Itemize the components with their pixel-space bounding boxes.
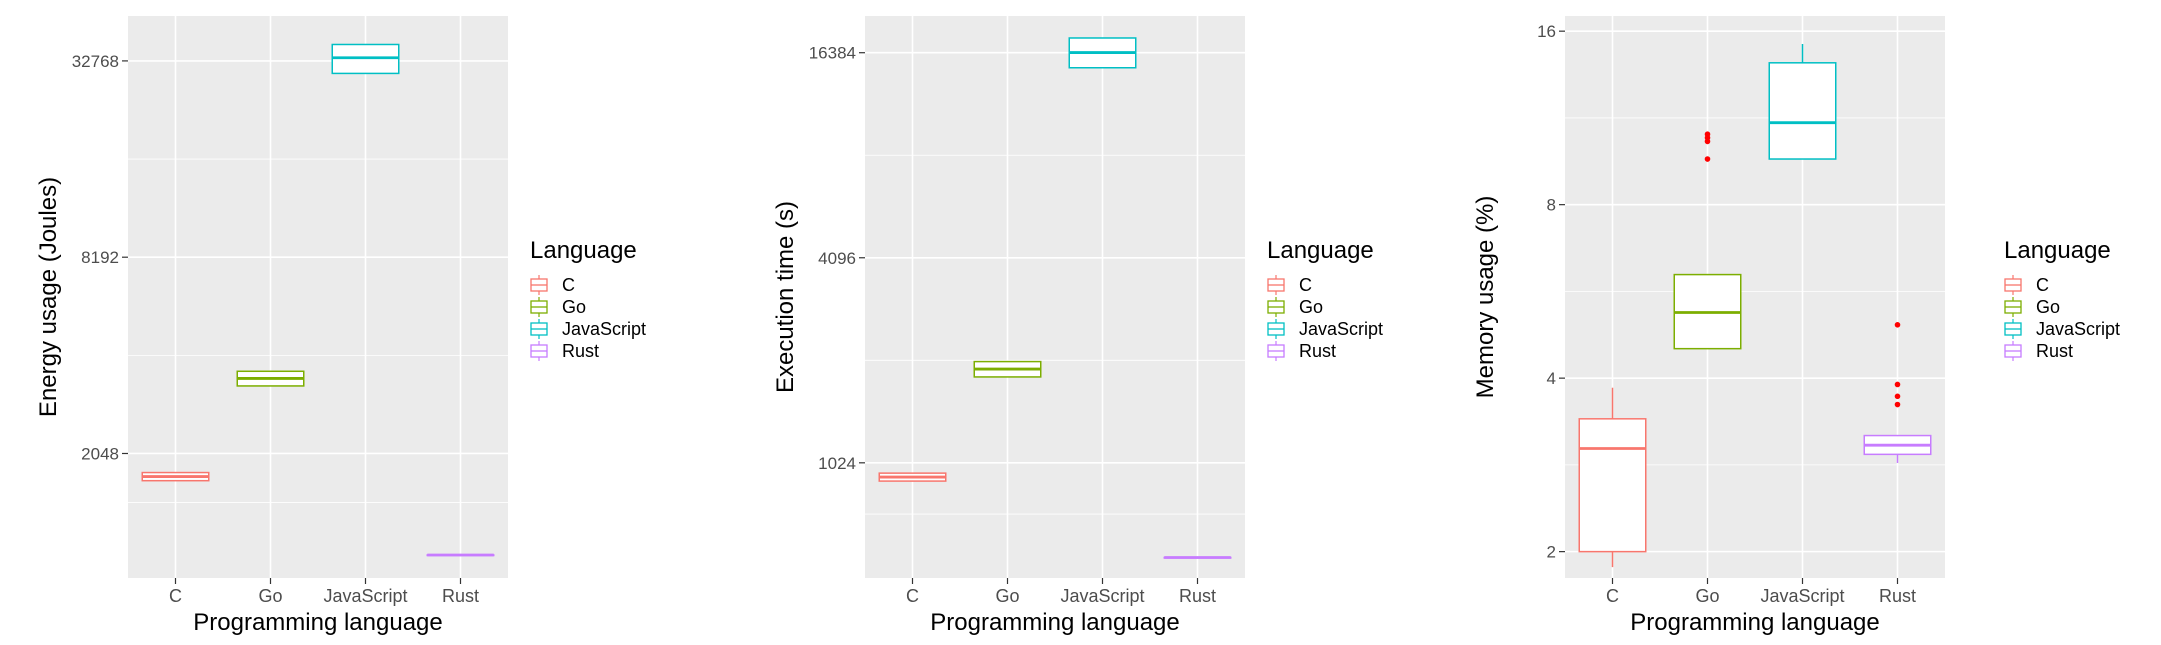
legend-label: JavaScript <box>562 319 646 339</box>
legend-label: C <box>1299 275 1312 295</box>
outlier-point <box>1894 322 1901 328</box>
y-tick-label: 8192 <box>81 248 119 267</box>
legend-key-javascript <box>1267 319 1285 339</box>
legend-key-javascript <box>530 319 548 339</box>
legend-key-c <box>530 275 548 295</box>
legend-label: Go <box>2036 297 2060 317</box>
y-tick-label: 4096 <box>818 249 856 268</box>
x-tick-label: C <box>1606 586 1619 606</box>
plot-background <box>128 16 508 578</box>
legend-label: C <box>562 275 575 295</box>
x-axis-title: Programming language <box>193 609 442 636</box>
y-tick-label: 4 <box>1547 369 1556 388</box>
y-axis-title: Execution time (s) <box>772 201 799 393</box>
x-tick-label: JavaScript <box>1060 586 1144 606</box>
x-tick-label: JavaScript <box>1760 586 1844 606</box>
x-tick-label: Rust <box>1179 586 1216 606</box>
box-javascript <box>1768 62 1837 160</box>
legend-key-rust <box>1267 341 1285 361</box>
y-axis-title: Memory usage (%) <box>1472 196 1499 399</box>
legend-label: JavaScript <box>1299 319 1383 339</box>
legend-key-go <box>2004 297 2022 317</box>
legend-title: Language <box>1267 237 1374 264</box>
plot-background <box>865 16 1245 578</box>
x-tick-label: C <box>169 586 182 606</box>
legend-label: JavaScript <box>2036 319 2120 339</box>
outlier-point <box>1894 401 1901 408</box>
legend-key-go <box>1267 297 1285 317</box>
y-axis-title: Energy usage (Joules) <box>35 177 62 417</box>
outlier-point <box>1894 393 1901 400</box>
legend-key-c <box>2004 275 2022 295</box>
legend-label: Rust <box>1299 341 1336 361</box>
x-tick-label: Rust <box>1879 586 1916 606</box>
y-tick-label: 1024 <box>818 454 856 473</box>
legend-label: Rust <box>2036 341 2073 361</box>
legend-key-go <box>530 297 548 317</box>
y-tick-label: 2 <box>1547 543 1556 562</box>
x-tick-label: C <box>906 586 919 606</box>
y-tick-label: 2048 <box>81 444 119 463</box>
legend-key-rust <box>2004 341 2022 361</box>
legend-title: Language <box>530 237 637 264</box>
x-tick-label: Go <box>995 586 1019 606</box>
x-tick-label: Go <box>258 586 282 606</box>
legend-label: Go <box>562 297 586 317</box>
x-tick-label: Rust <box>442 586 479 606</box>
x-tick-label: JavaScript <box>323 586 407 606</box>
y-tick-label: 8 <box>1547 196 1556 215</box>
legend-label: Rust <box>562 341 599 361</box>
legend-label: Go <box>1299 297 1323 317</box>
legend-title: Language <box>2004 237 2111 264</box>
outlier-point <box>1894 381 1901 388</box>
x-axis-title: Programming language <box>930 609 1179 636</box>
y-tick-label: 16 <box>1537 22 1556 41</box>
y-tick-label: 32768 <box>72 52 119 71</box>
x-axis-title: Programming language <box>1630 609 1879 636</box>
outlier-point <box>1704 131 1711 138</box>
outlier-point <box>1704 156 1711 162</box>
box-c <box>1578 418 1647 553</box>
legend-key-javascript <box>2004 319 2022 339</box>
legend-key-rust <box>530 341 548 361</box>
legend-label: C <box>2036 275 2049 295</box>
legend-key-c <box>1267 275 1285 295</box>
y-tick-label: 16384 <box>809 44 856 63</box>
x-tick-label: Go <box>1695 586 1719 606</box>
